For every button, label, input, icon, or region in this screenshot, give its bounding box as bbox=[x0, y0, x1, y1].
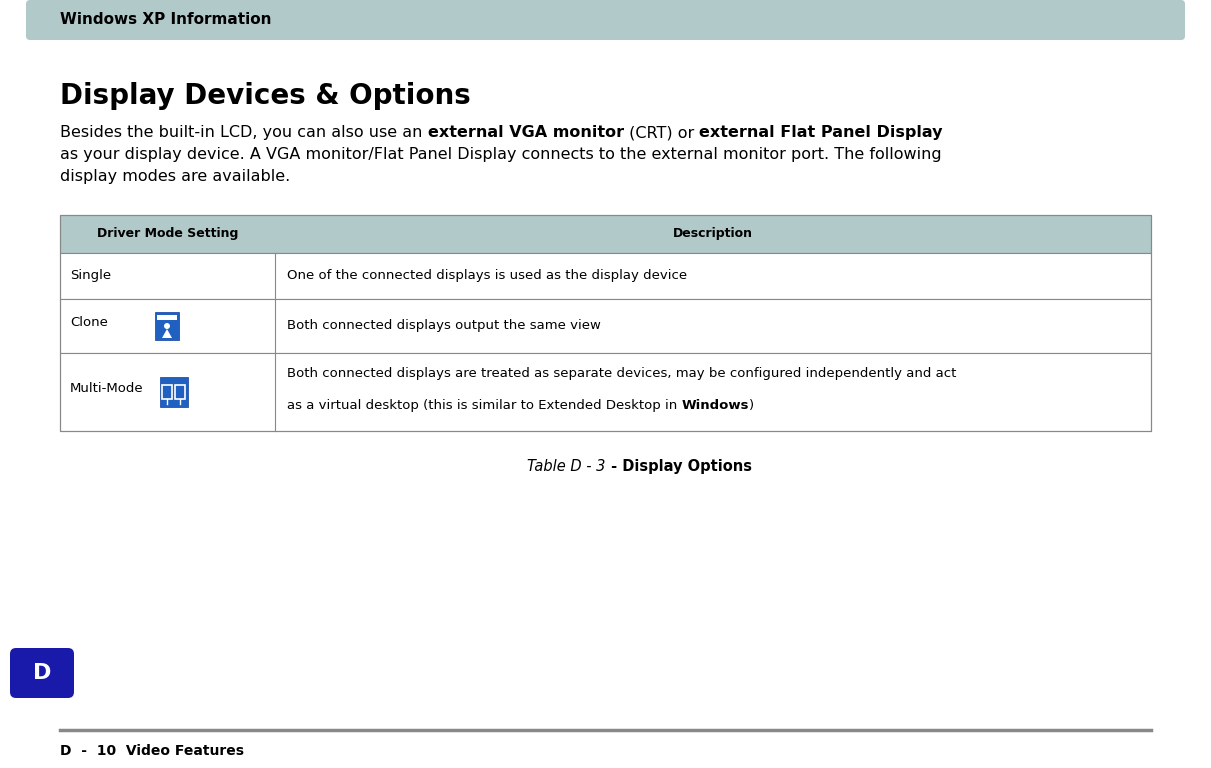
Text: as your display device. A VGA monitor/Flat Panel Display connects to the externa: as your display device. A VGA monitor/Fl… bbox=[61, 147, 942, 162]
Text: - Display Options: - Display Options bbox=[606, 459, 752, 474]
Text: Windows XP Information: Windows XP Information bbox=[61, 12, 271, 28]
Bar bbox=[61, 215, 1150, 431]
Text: display modes are available.: display modes are available. bbox=[61, 169, 291, 184]
Text: as a virtual desktop (this is similar to Extended Desktop in: as a virtual desktop (this is similar to… bbox=[287, 399, 682, 412]
Text: external VGA monitor: external VGA monitor bbox=[427, 125, 624, 140]
Text: (CRT) or: (CRT) or bbox=[624, 125, 699, 140]
Text: Single: Single bbox=[70, 270, 111, 283]
Text: Description: Description bbox=[673, 227, 753, 240]
Polygon shape bbox=[162, 329, 172, 338]
Circle shape bbox=[163, 323, 170, 329]
Text: D: D bbox=[33, 663, 51, 683]
Text: Clone: Clone bbox=[70, 316, 108, 329]
Bar bbox=[162, 385, 172, 399]
Text: Both connected displays output the same view: Both connected displays output the same … bbox=[287, 319, 601, 333]
Text: Display Devices & Options: Display Devices & Options bbox=[61, 82, 471, 110]
Text: D  -  10  Video Features: D - 10 Video Features bbox=[61, 744, 243, 758]
Text: One of the connected displays is used as the display device: One of the connected displays is used as… bbox=[287, 270, 687, 283]
Text: Windows: Windows bbox=[682, 399, 748, 412]
FancyBboxPatch shape bbox=[25, 0, 1186, 40]
Bar bbox=[61, 353, 1150, 431]
Text: external Flat Panel Display: external Flat Panel Display bbox=[699, 125, 942, 140]
Text: Table D - 3: Table D - 3 bbox=[527, 459, 606, 474]
Bar bbox=[160, 377, 188, 407]
Bar bbox=[61, 215, 1150, 253]
Text: Both connected displays are treated as separate devices, may be configured indep: Both connected displays are treated as s… bbox=[287, 368, 957, 380]
Text: Multi-Mode: Multi-Mode bbox=[70, 382, 144, 395]
Text: Besides the built-in LCD, you can also use an: Besides the built-in LCD, you can also u… bbox=[61, 125, 427, 140]
Bar bbox=[176, 385, 185, 399]
FancyBboxPatch shape bbox=[10, 648, 74, 698]
Bar bbox=[61, 299, 1150, 353]
Text: Driver Mode Setting: Driver Mode Setting bbox=[97, 227, 239, 240]
Bar bbox=[155, 312, 179, 340]
Text: ): ) bbox=[748, 399, 754, 412]
Bar bbox=[157, 315, 177, 320]
Bar bbox=[61, 253, 1150, 299]
